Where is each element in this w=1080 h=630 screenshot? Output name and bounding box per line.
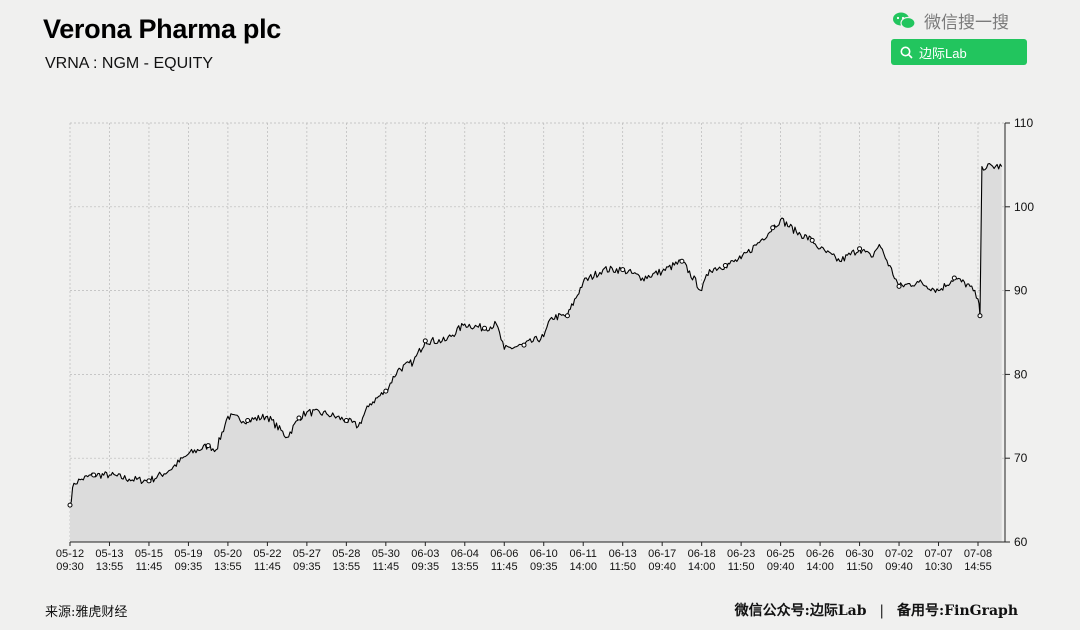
x-tick-label: 06-03 xyxy=(411,548,439,560)
x-tick-label: 06-25 xyxy=(767,548,795,560)
x-tick-label: 05-27 xyxy=(293,548,321,560)
price-point xyxy=(951,275,957,281)
y-tick-label: 110 xyxy=(1014,116,1033,130)
source-note: 来源:雅虎财经 xyxy=(45,605,128,620)
x-tick-label: 09:30 xyxy=(56,561,84,573)
search-icon xyxy=(900,46,913,59)
x-tick-label: 05-12 xyxy=(56,548,84,560)
x-tick-label: 14:00 xyxy=(569,561,597,573)
price-point xyxy=(679,258,685,264)
price-area xyxy=(70,163,1002,542)
y-tick-label: 60 xyxy=(1014,535,1028,549)
price-point xyxy=(245,417,251,423)
x-tick-label: 09:35 xyxy=(412,561,440,573)
x-tick-label: 09:40 xyxy=(648,561,676,573)
x-tick-label: 05-28 xyxy=(332,548,360,560)
x-tick-label: 07-08 xyxy=(964,548,992,560)
y-tick-label: 80 xyxy=(1014,367,1028,381)
price-line xyxy=(69,163,1003,506)
price-point xyxy=(482,325,488,331)
x-tick-label: 11:45 xyxy=(136,561,163,573)
x-tick-label: 06-10 xyxy=(530,548,558,560)
x-tick-label: 06-04 xyxy=(451,548,479,560)
x-tick-label: 07-02 xyxy=(885,548,913,560)
x-tick-label: 10:30 xyxy=(925,561,953,573)
price-point xyxy=(383,388,389,394)
x-tick-label: 13:55 xyxy=(96,561,124,573)
x-tick-label: 05-15 xyxy=(135,548,163,560)
x-tick-label: 06-30 xyxy=(845,548,873,560)
x-tick-label: 09:35 xyxy=(530,561,558,573)
x-tick-label: 06-26 xyxy=(806,548,834,560)
price-point xyxy=(422,338,428,344)
x-tick-label: 11:45 xyxy=(372,561,399,573)
x-tick-label: 11:45 xyxy=(254,561,281,573)
x-tick-label: 05-20 xyxy=(214,548,242,560)
price-point xyxy=(722,262,728,268)
x-tick-label: 05-30 xyxy=(372,548,400,560)
y-tick-label: 90 xyxy=(1014,284,1028,298)
y-tick-label: 100 xyxy=(1014,200,1034,214)
x-tick-label: 13:55 xyxy=(333,561,361,573)
account-name: 边际Lab xyxy=(809,603,867,619)
x-tick-label: 13:55 xyxy=(214,561,242,573)
x-tick-label: 05-19 xyxy=(174,548,202,560)
price-point xyxy=(896,283,902,289)
ticker-subtitle: VRNA : NGM - EQUITY xyxy=(45,55,214,72)
x-tick-label: 06-11 xyxy=(570,548,597,560)
account-prefix: 微信公众号: xyxy=(734,603,810,619)
wechat-search-label[interactable]: 微信搜一搜 xyxy=(892,8,1009,33)
x-tick-label: 05-22 xyxy=(253,548,281,560)
price-point xyxy=(564,313,570,319)
price-point xyxy=(620,267,626,273)
chart-title: Verona Pharma plc xyxy=(43,14,282,44)
price-point xyxy=(770,225,776,231)
price-point xyxy=(67,502,73,508)
footer-separator: | xyxy=(879,603,885,619)
x-tick-label: 13:55 xyxy=(451,561,479,573)
price-point xyxy=(343,417,349,423)
price-point xyxy=(977,313,983,319)
x-tick-label: 06-17 xyxy=(648,548,676,560)
backup-name: FinGraph xyxy=(944,603,1018,619)
x-tick-label: 07-07 xyxy=(924,548,952,560)
x-tick-label: 06-23 xyxy=(727,548,755,560)
x-tick-label: 06-18 xyxy=(688,548,716,560)
price-point xyxy=(296,415,302,421)
x-tick-label: 11:50 xyxy=(728,561,755,573)
price-point xyxy=(521,342,527,348)
x-tick-label: 14:55 xyxy=(964,561,992,573)
price-point xyxy=(809,237,815,243)
x-tick-label: 14:00 xyxy=(688,561,716,573)
price-point xyxy=(146,478,152,484)
x-tick-label: 09:35 xyxy=(175,561,203,573)
wechat-search-box[interactable]: 边际Lab xyxy=(891,39,1027,65)
x-tick-label: 06-13 xyxy=(609,548,637,560)
price-point xyxy=(857,246,863,252)
x-tick-label: 11:45 xyxy=(491,561,518,573)
x-tick-label: 11:50 xyxy=(846,561,873,573)
wechat-icon xyxy=(893,12,916,29)
price-point xyxy=(91,472,97,478)
x-tick-label: 09:40 xyxy=(885,561,913,573)
backup-prefix: 备用号: xyxy=(897,603,945,619)
x-tick-label: 06-06 xyxy=(490,548,518,560)
x-tick-label: 14:00 xyxy=(806,561,834,573)
search-query: 边际Lab xyxy=(919,45,967,61)
wechat-search-text: 微信搜一搜 xyxy=(924,13,1009,32)
x-tick-label: 11:50 xyxy=(609,561,636,573)
y-tick-label: 70 xyxy=(1014,451,1028,465)
x-tick-label: 05-13 xyxy=(95,548,123,560)
price-point xyxy=(205,443,211,449)
x-tick-label: 09:40 xyxy=(767,561,795,573)
x-tick-label: 09:35 xyxy=(293,561,321,573)
account-note: 微信公众号:边际Lab | 备用号:FinGraph xyxy=(735,600,1018,620)
